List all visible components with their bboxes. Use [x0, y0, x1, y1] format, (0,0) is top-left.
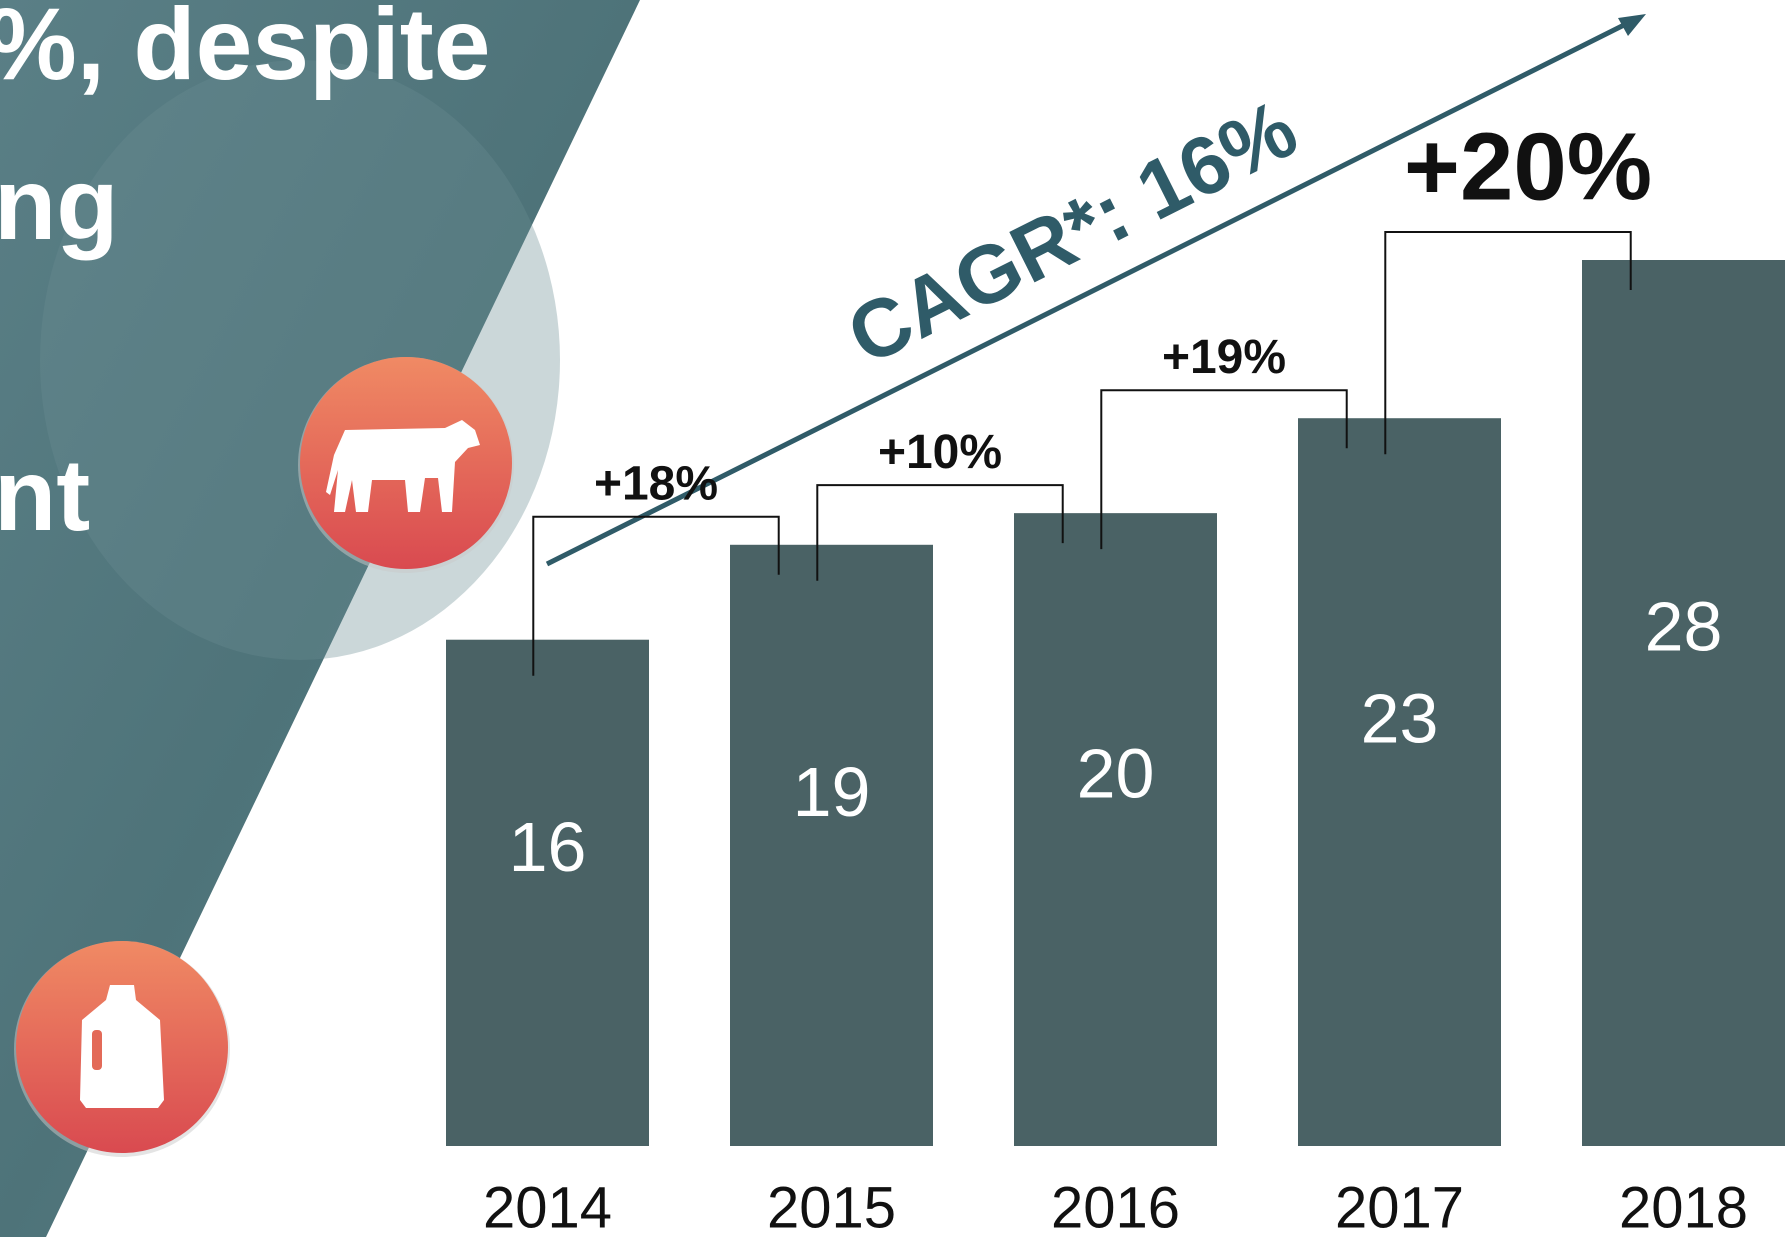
growth-bracket [816, 484, 1064, 581]
bar [1582, 260, 1785, 1146]
growth-label: +20% [1404, 113, 1652, 220]
value-label: 28 [1645, 588, 1723, 666]
growth-bracket [1100, 389, 1348, 550]
x-tick-label: 2017 [1335, 1175, 1464, 1237]
value-label: 20 [1077, 734, 1155, 812]
cagr-arrow [545, 19, 1632, 567]
value-label: 23 [1361, 679, 1439, 757]
growth-label: +19% [1162, 331, 1286, 384]
x-tick-label: 2014 [483, 1175, 612, 1237]
growth-label: +10% [878, 426, 1002, 479]
x-tick-label: 2015 [767, 1175, 896, 1237]
background-panel [0, 0, 640, 1237]
x-tick-label: 2016 [1051, 1175, 1180, 1237]
bar [1298, 418, 1501, 1146]
bar [446, 639, 649, 1146]
slide-text: ng [0, 147, 119, 261]
value-label: 16 [509, 808, 587, 886]
milk-jug-badge [14, 941, 230, 1157]
growth-bracket [1384, 231, 1632, 455]
cagr-arrowhead [1618, 14, 1646, 36]
growth-bracket [532, 515, 780, 676]
slide-text: nt [0, 438, 90, 552]
bar [730, 544, 933, 1146]
x-tick-label: 2018 [1619, 1175, 1748, 1237]
growth-label: +18% [594, 457, 718, 510]
bar [1014, 513, 1217, 1146]
slide-text: %, despite [0, 0, 490, 101]
cow-badge [298, 357, 514, 573]
value-label: 19 [793, 753, 871, 831]
